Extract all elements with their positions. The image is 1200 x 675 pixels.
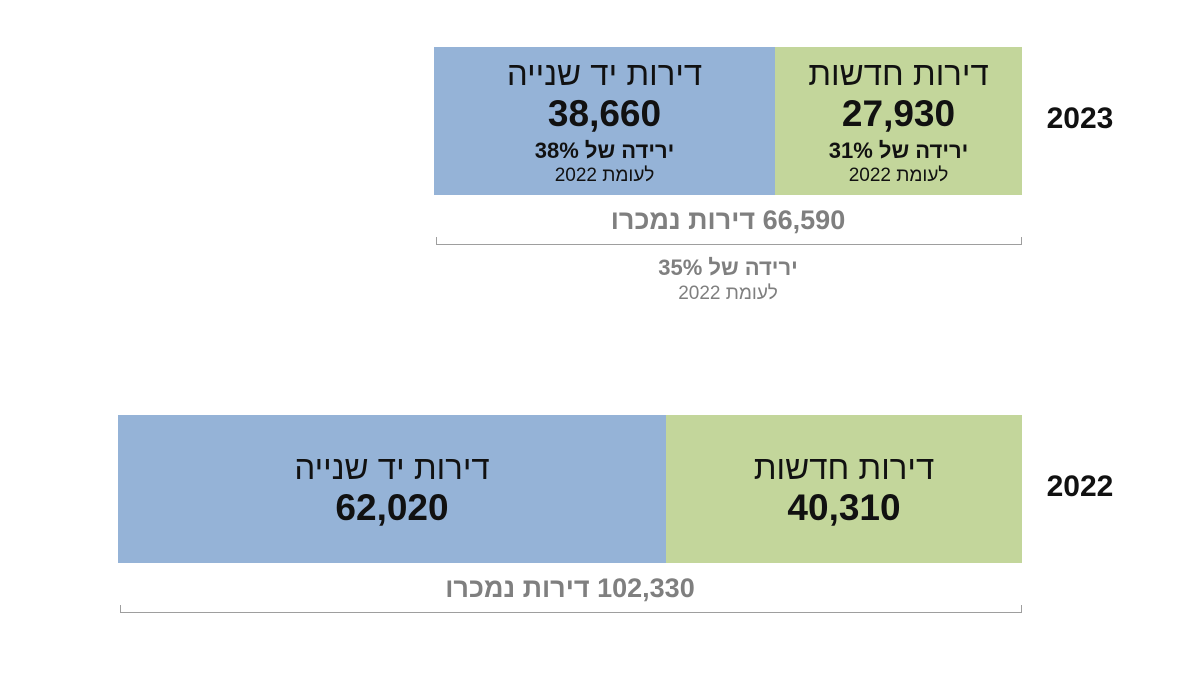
year-label-2022: 2022 [1046,470,1114,503]
segment-change-used: ירידה של 38% [534,138,675,163]
total-label-2023: 66,590 דירות נמכרו [610,205,846,235]
segment-name-used: דירות יד שנייה [294,449,490,486]
segment-name-new: דירות חדשות [808,55,989,92]
total-bracket-2022 [120,605,1022,613]
segment-value-new: 40,310 [787,487,901,528]
bar-segment-used-2023: דירות יד שנייה 38,660 ירידה של 38% לעומת… [434,47,775,195]
segment-note-new: לעומת 2022 [848,165,949,186]
total-label-2022: 102,330 דירות נמכרו [445,573,695,603]
segment-name-new: דירות חדשות [753,449,935,486]
year-label-2023: 2023 [1046,102,1114,135]
total-bracket-2023 [436,237,1022,245]
segment-name-used: דירות יד שנייה [506,55,703,92]
segment-change-new: ירידה של 31% [828,138,969,163]
bar-segment-used-2022: דירות יד שנייה 62,020 [118,415,666,563]
bar-segment-new-2022: דירות חדשות 40,310 [666,415,1022,563]
segment-value-new: 27,930 [841,93,956,134]
total-note-2023: לעומת 2022 [678,283,778,304]
segment-note-used: לעומת 2022 [554,165,655,186]
segment-value-used: 62,020 [335,487,449,528]
segment-value-used: 38,660 [547,93,662,134]
bar-segment-new-2023: דירות חדשות 27,930 ירידה של 31% לעומת 20… [775,47,1022,195]
total-change-2023: ירידה של 35% [658,255,798,280]
